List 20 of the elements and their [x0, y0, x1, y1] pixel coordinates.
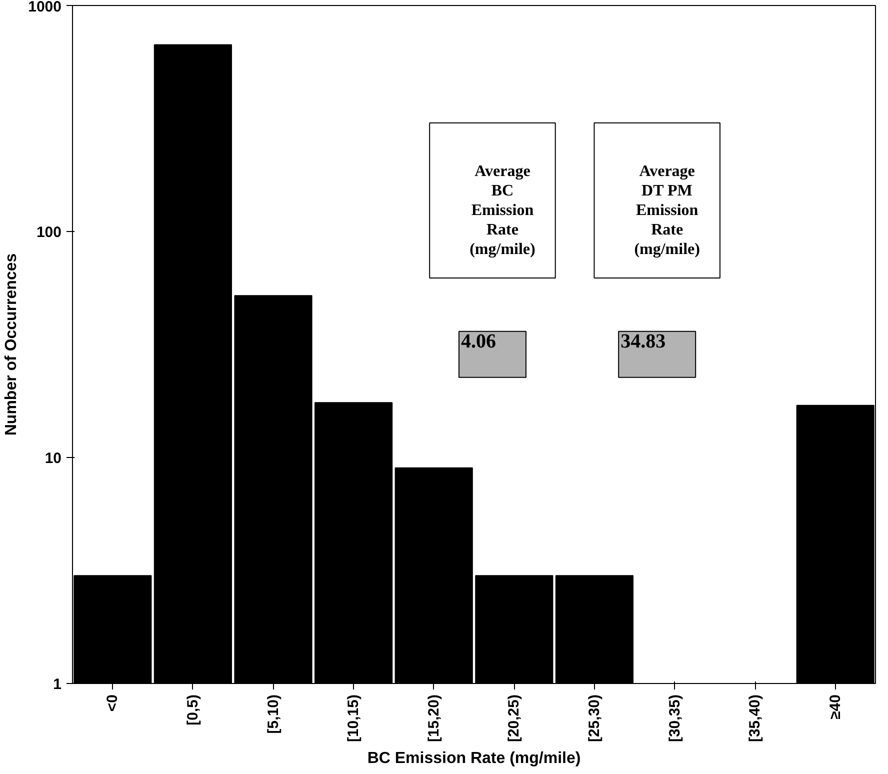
y-tick-label: 10	[44, 450, 62, 467]
x-tick-label: [35,40)	[746, 694, 764, 742]
annotation: Average DT PM Emission Rate (mg/mile)	[634, 162, 700, 258]
x-tick-label: [25,30)	[586, 694, 603, 742]
x-tick-label: [0,5)	[184, 694, 202, 726]
x-tick-label: [5,10)	[264, 694, 282, 734]
x-tick-label: [15,20)	[425, 694, 442, 742]
y-tick-label: 100	[36, 224, 62, 241]
x-axis-title: BC Emission Rate (mg/mile)	[367, 750, 581, 768]
annotation: 4.06	[460, 330, 496, 352]
y-tick-label: 1000	[28, 0, 62, 16]
x-tick-label: [10,15)	[345, 694, 362, 742]
y-axis-title: Number of Occurrences	[3, 253, 20, 436]
y-tick-label: 1	[53, 676, 62, 693]
x-tick-label: ≥40	[826, 694, 844, 720]
x-tick-label: <0	[104, 694, 122, 712]
annotation: 34.83	[620, 330, 666, 352]
x-tick-label: [30,35)	[666, 694, 684, 742]
x-tick-label: [20,25)	[506, 694, 523, 742]
annotation: Average BC Emission Rate (mg/mile)	[470, 162, 536, 258]
